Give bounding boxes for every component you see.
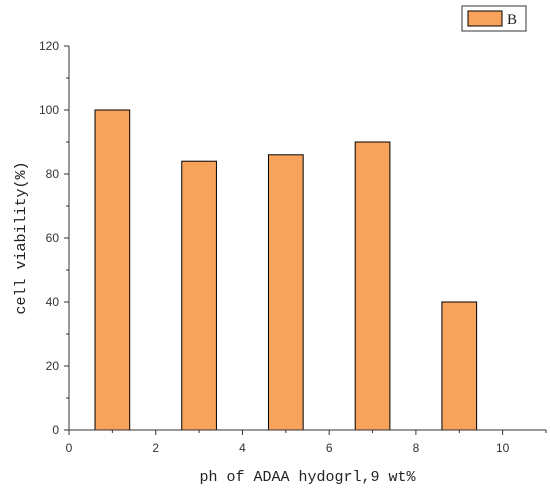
y-axis-ticks: 0 20 40 60 80 100 120	[39, 39, 69, 437]
y-tick-label-0: 0	[52, 423, 59, 437]
y-tick-label-60: 60	[46, 231, 60, 245]
legend: B	[461, 5, 527, 32]
bar-5	[267, 154, 304, 431]
x-axis-title: ph of ADAA hydogrl,9 wt%	[199, 469, 416, 486]
y-tick-label-40: 40	[46, 295, 60, 309]
bars-group	[94, 109, 478, 431]
bar-1	[94, 109, 131, 431]
x-tick-label-8: 8	[413, 441, 420, 455]
x-tick-label-4: 4	[239, 441, 246, 455]
y-axis-title: cell viability(%)	[13, 161, 30, 314]
y-tick-label-100: 100	[39, 103, 59, 117]
bar-3	[181, 160, 217, 431]
x-tick-label-10: 10	[496, 441, 510, 455]
x-tick-label-6: 6	[326, 441, 333, 455]
legend-label-b: B	[507, 12, 517, 28]
y-tick-label-80: 80	[46, 167, 60, 181]
legend-swatch	[467, 10, 503, 27]
y-tick-label-20: 20	[46, 359, 60, 373]
x-axis-ticks: 0 2 4 6 8 10	[66, 430, 547, 455]
bar-7	[354, 141, 391, 431]
y-tick-label-120: 120	[39, 39, 59, 53]
x-tick-label-2: 2	[152, 441, 159, 455]
x-tick-label-0: 0	[66, 441, 73, 455]
bar-9	[441, 301, 478, 431]
